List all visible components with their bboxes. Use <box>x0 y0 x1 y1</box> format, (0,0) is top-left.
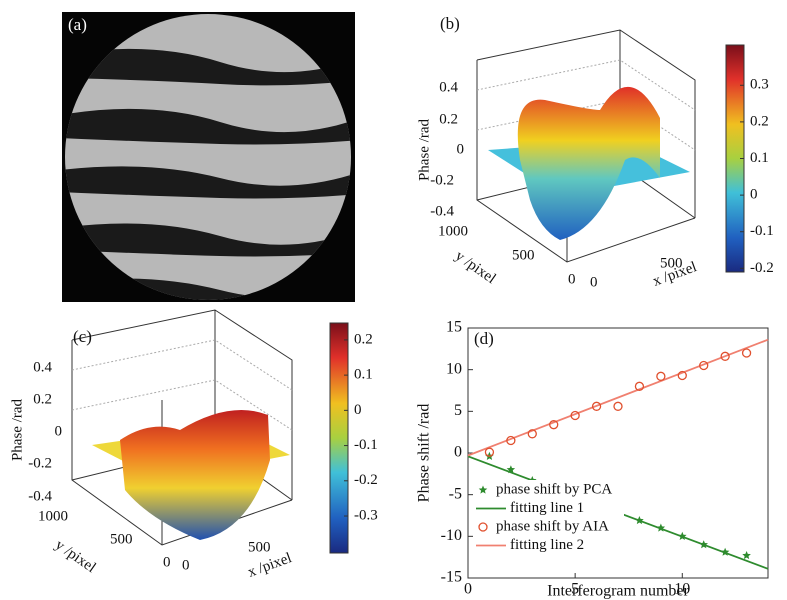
y-tick-label: 500 <box>512 247 535 263</box>
z-tick-label: -0.2 <box>430 172 454 188</box>
panel-label: (d) <box>474 329 494 348</box>
surface <box>120 410 270 540</box>
y-tick-label: 5 <box>454 402 462 419</box>
x-tick-label: 10 <box>674 581 690 598</box>
y-axis-label: y /pixel <box>52 537 98 576</box>
circle-marker <box>549 420 559 430</box>
colorbar-tick-label: 0.1 <box>750 150 769 166</box>
y-tick-label: -10 <box>441 527 462 544</box>
circle-marker <box>741 348 752 358</box>
z-tick-label: 0.4 <box>33 359 52 375</box>
colorbar-tick-label: -0.2 <box>354 472 378 488</box>
y-tick-label: 0 <box>568 271 576 287</box>
circle-marker <box>634 381 645 391</box>
colorbar-tick-label: 0 <box>750 187 758 203</box>
colorbar-tick-label: -0.1 <box>354 437 378 453</box>
z-tick-label: 0.4 <box>439 79 458 95</box>
x-axis-label: Interferogram number <box>547 583 689 600</box>
star-marker <box>720 547 730 556</box>
y-axis-label: Phase shift /rad <box>416 404 433 503</box>
y-tick-label: 1000 <box>438 223 468 239</box>
colorbar-tick-label: 0 <box>354 402 362 418</box>
legend-label: phase shift by AIA <box>496 518 609 534</box>
z-tick-label: 0 <box>55 423 63 439</box>
z-tick-label: -0.4 <box>430 203 454 219</box>
panel-b <box>476 29 696 263</box>
panel-label: (a) <box>68 15 87 34</box>
y-tick-label: 0 <box>163 554 171 570</box>
y-tick-label: 500 <box>110 531 133 547</box>
star-marker <box>635 516 644 525</box>
circle-marker <box>527 429 537 439</box>
star-marker <box>699 540 708 549</box>
colorbar <box>329 322 349 554</box>
legend-label: fitting line 1 <box>510 500 584 516</box>
circle-marker <box>613 401 623 411</box>
colorbar-tick-label: -0.2 <box>750 260 774 276</box>
y-tick-label: -15 <box>441 569 462 586</box>
panel-a: (a) <box>62 12 355 302</box>
colorbar-tick-label: 0.2 <box>354 331 373 347</box>
colorbar-tick-label: -0.1 <box>750 223 774 239</box>
circle-marker <box>570 410 580 421</box>
star-marker <box>478 485 488 494</box>
panel-label: (b) <box>440 14 460 33</box>
z-tick-label: -0.2 <box>28 455 52 471</box>
x-tick-label: 0 <box>464 581 472 598</box>
circle-marker <box>591 401 602 411</box>
y-tick-label: 1000 <box>38 508 68 524</box>
circle-marker <box>478 522 488 532</box>
circle-marker <box>677 370 687 381</box>
colorbar-tick-label: 0.2 <box>750 113 769 129</box>
star-marker <box>678 531 687 540</box>
z-tick-label: -0.4 <box>28 488 52 504</box>
y-tick-label: 10 <box>446 360 462 377</box>
z-tick-label: 0.2 <box>439 111 458 127</box>
star-marker <box>656 523 666 532</box>
y-tick-label: 15 <box>446 319 462 336</box>
legend-label: fitting line 2 <box>510 537 584 553</box>
fit-line <box>467 338 769 457</box>
x-tick-label: 500 <box>660 255 683 271</box>
star-marker <box>742 551 751 560</box>
legend-label: phase shift by PCA <box>496 481 612 497</box>
circle-marker <box>720 351 730 361</box>
panel-c <box>71 309 293 546</box>
panel-label: (c) <box>73 327 92 346</box>
surface <box>517 86 660 240</box>
y-tick-label: 0 <box>454 444 462 461</box>
x-tick-label: 0 <box>182 557 190 573</box>
z-axis-label: Phase /rad <box>416 118 432 181</box>
y-axis-label: y /pixel <box>452 248 498 287</box>
colorbar-tick-label: -0.3 <box>354 507 378 523</box>
colorbar-tick-label: 0.1 <box>354 367 373 383</box>
circle-marker <box>656 371 666 381</box>
colorbar-tick-label: 0.3 <box>750 77 769 93</box>
z-axis-label: Phase /rad <box>9 398 25 461</box>
circle-marker <box>484 447 495 457</box>
circle-marker <box>506 435 516 446</box>
circle-marker <box>699 360 709 371</box>
x-tick-label: 0 <box>590 274 598 290</box>
grid-line <box>71 339 293 431</box>
star-marker <box>506 465 516 474</box>
x-tick-label: 500 <box>248 539 271 555</box>
z-tick-label: 0.2 <box>33 391 52 407</box>
y-tick-label: -5 <box>449 485 462 502</box>
z-tick-label: 0 <box>457 141 465 157</box>
x-tick-label: 5 <box>571 581 579 598</box>
